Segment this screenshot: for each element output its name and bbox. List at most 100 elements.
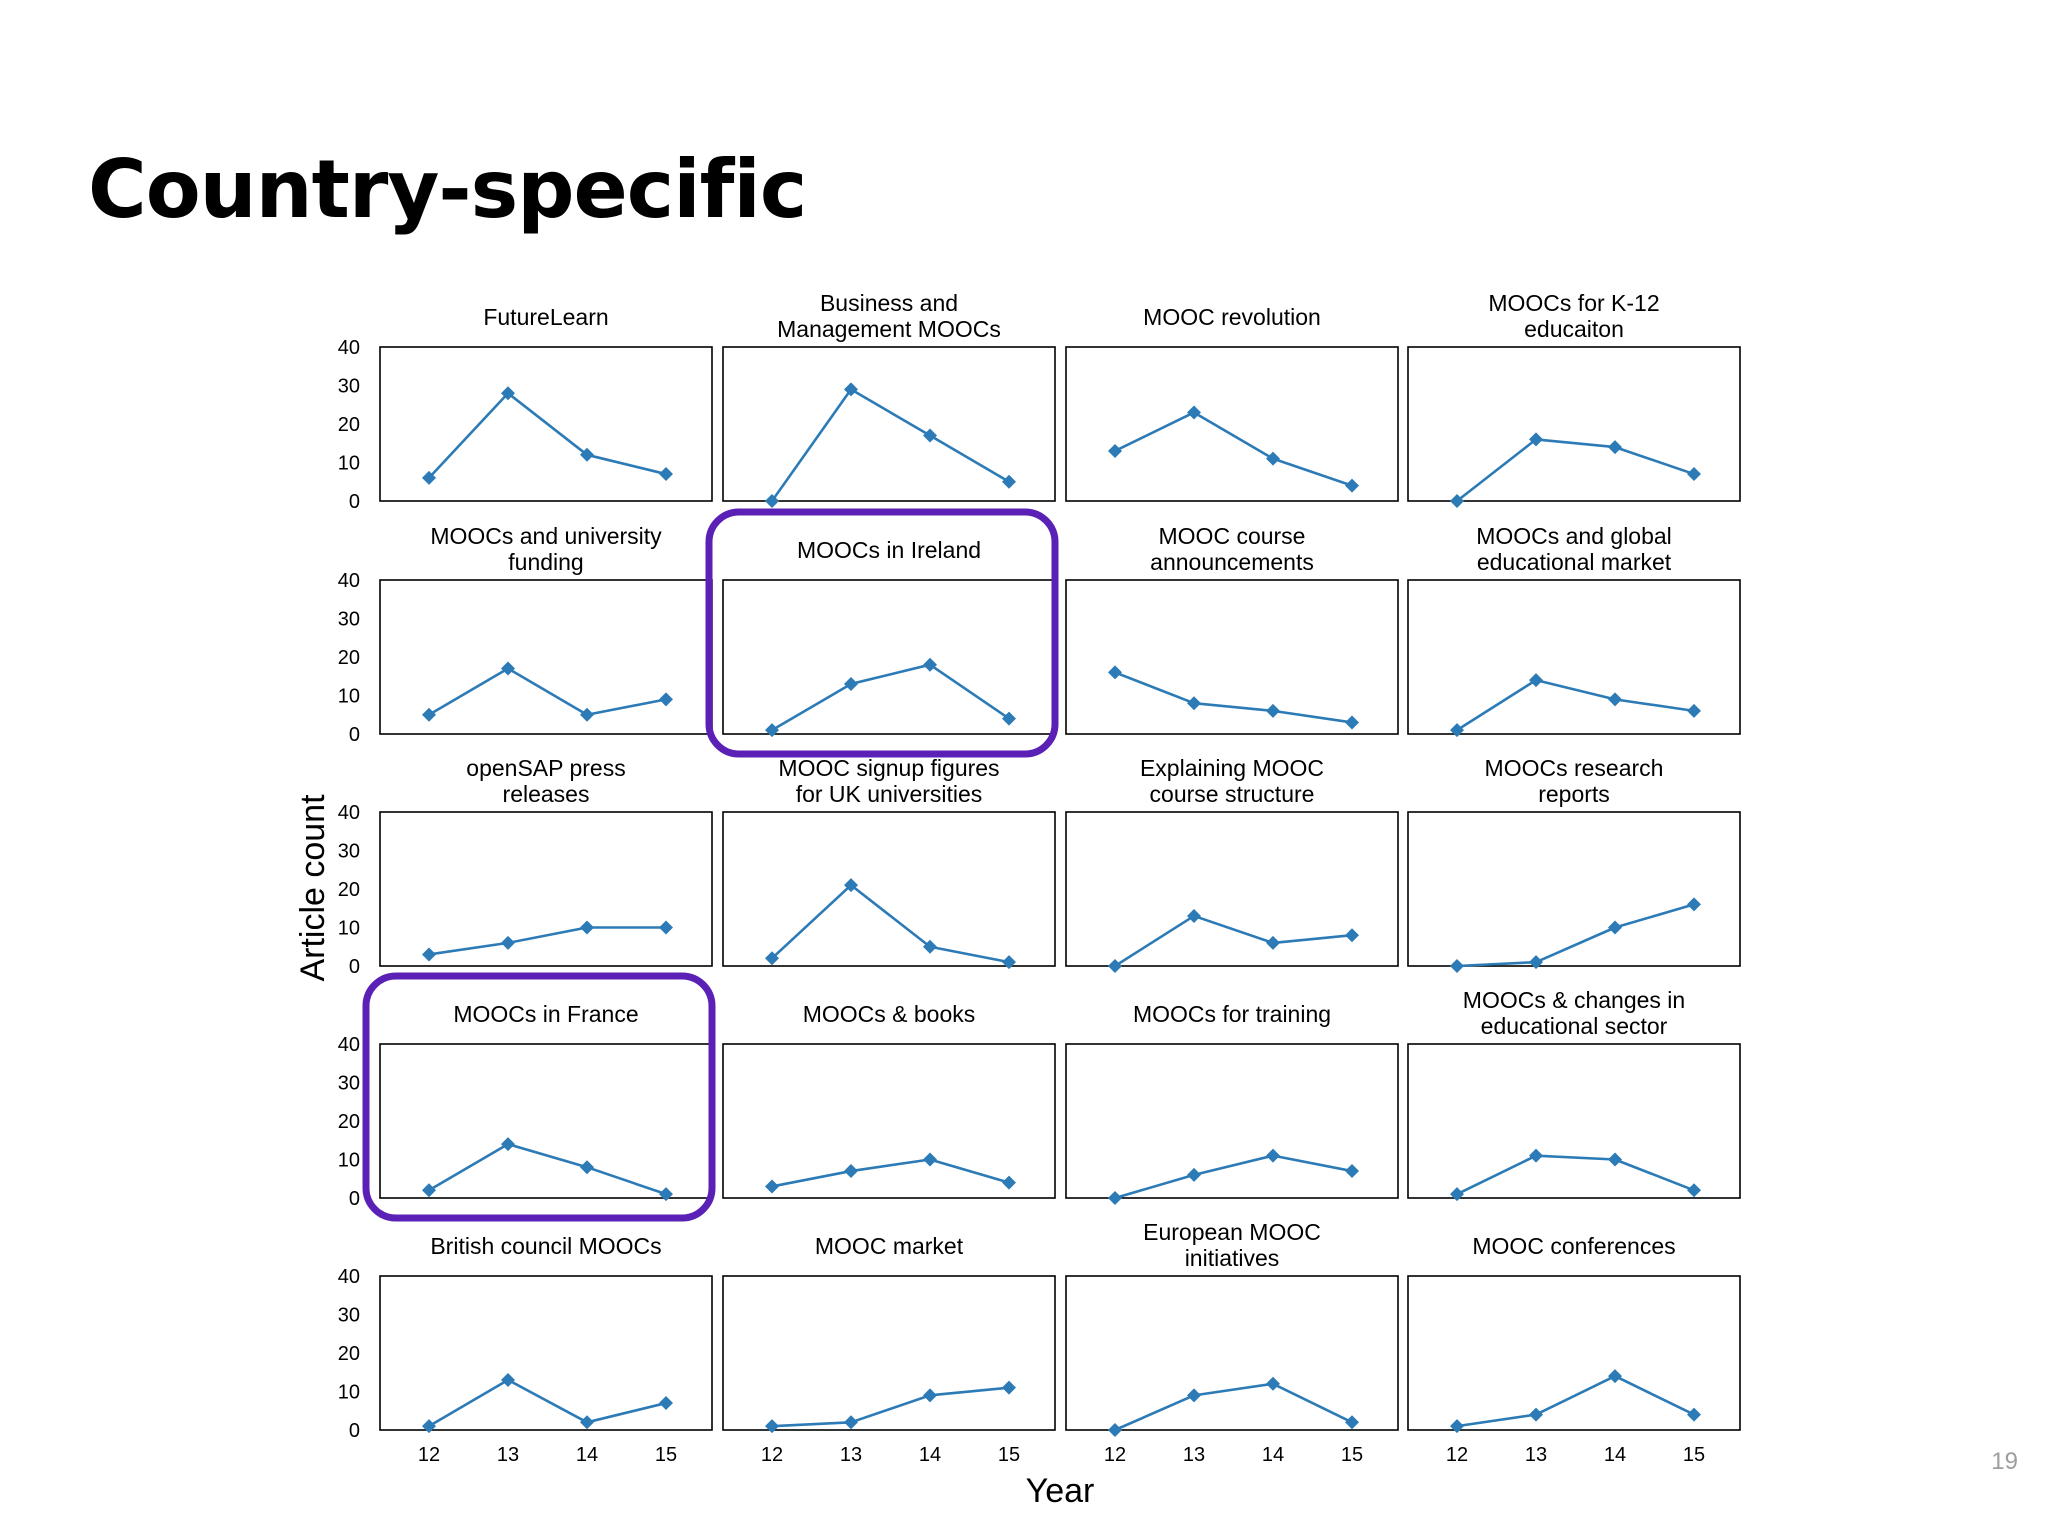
panel-title: MOOC signup figures — [778, 755, 999, 781]
data-point — [1266, 1376, 1280, 1391]
data-point — [1529, 432, 1543, 447]
series-line — [1114, 671, 1353, 724]
data-point — [1266, 451, 1280, 466]
data-point — [1450, 494, 1464, 508]
data-point — [580, 1415, 594, 1430]
panel-title: MOOCs for training — [1133, 1001, 1331, 1027]
y-tick-label: 10 — [338, 1382, 360, 1404]
x-tick-label: 12 — [418, 1444, 440, 1466]
panel-title: reports — [1538, 781, 1610, 807]
panel-frame — [1065, 1043, 1399, 1199]
y-tick-label: 10 — [338, 453, 360, 475]
data-point — [1450, 723, 1464, 738]
y-tick-label: 0 — [349, 1420, 360, 1442]
data-point — [923, 657, 937, 672]
data-point — [1450, 959, 1464, 973]
series-line — [771, 1386, 1010, 1428]
series-line — [1456, 678, 1695, 732]
data-point — [844, 676, 858, 691]
series-line — [1456, 903, 1695, 968]
data-point — [1108, 1423, 1122, 1437]
data-point — [422, 1183, 436, 1198]
data-point — [1608, 1152, 1622, 1167]
panel-frame — [722, 579, 1056, 735]
panel-frame — [722, 1043, 1056, 1199]
y-tick-label: 30 — [338, 1073, 360, 1095]
panel-title: educaiton — [1524, 316, 1624, 342]
data-point — [580, 1160, 594, 1175]
y-tick-label: 20 — [338, 647, 360, 669]
y-tick-label: 10 — [338, 918, 360, 940]
x-tick-label: 13 — [497, 1444, 519, 1466]
data-point — [1687, 467, 1701, 482]
data-point — [1266, 703, 1280, 718]
x-tick-label: 15 — [655, 1444, 677, 1466]
data-point — [501, 1372, 515, 1387]
y-tick-label: 10 — [338, 686, 360, 708]
data-point — [1187, 1388, 1201, 1403]
y-tick-label: 0 — [349, 1188, 360, 1210]
y-tick-label: 20 — [338, 1343, 360, 1365]
data-point — [844, 382, 858, 397]
panel-frame — [1407, 346, 1741, 502]
x-tick-label: 13 — [840, 1444, 862, 1466]
data-point — [1187, 1167, 1201, 1182]
panel-title: MOOCs for K-12 — [1488, 290, 1659, 316]
panel-frame — [379, 579, 713, 735]
data-point — [1529, 955, 1543, 970]
data-point — [1187, 908, 1201, 923]
data-point — [844, 1164, 858, 1179]
series-line — [1114, 1382, 1353, 1432]
data-point — [1266, 1148, 1280, 1163]
data-point — [923, 1152, 937, 1167]
panel-title: openSAP press — [466, 755, 625, 781]
x-tick-label: 12 — [761, 1444, 783, 1466]
panel-frame — [1065, 346, 1399, 502]
data-point — [765, 951, 779, 966]
data-point — [659, 467, 673, 482]
panel-frame — [379, 1043, 713, 1199]
panel-title: MOOCs in Ireland — [797, 537, 981, 563]
data-point — [580, 447, 594, 462]
data-point — [422, 470, 436, 485]
data-point — [1608, 1369, 1622, 1384]
data-point — [659, 1187, 673, 1202]
data-point — [1529, 1148, 1543, 1163]
panel-title: funding — [508, 549, 583, 575]
panel-frame — [722, 811, 1056, 967]
page-number: 19 — [1991, 1448, 2018, 1475]
data-point — [1345, 478, 1359, 493]
data-point — [844, 878, 858, 893]
slide-title: Country-specific — [88, 143, 807, 236]
panel-title: initiatives — [1185, 1245, 1280, 1271]
data-point — [1529, 1407, 1543, 1422]
series-line — [1114, 914, 1353, 968]
panel-frame — [722, 346, 1056, 502]
y-tick-label: 0 — [349, 956, 360, 978]
data-point — [1608, 440, 1622, 455]
series-line — [428, 1142, 667, 1196]
y-tick-label: 40 — [338, 1266, 360, 1288]
data-point — [501, 1137, 515, 1152]
data-point — [1108, 665, 1122, 680]
panel-title: MOOC market — [815, 1233, 964, 1259]
x-tick-label: 14 — [576, 1444, 598, 1466]
panel-frame — [1407, 811, 1741, 967]
y-tick-label: 30 — [338, 376, 360, 398]
x-tick-label: 15 — [998, 1444, 1020, 1466]
data-point — [923, 428, 937, 443]
data-point — [765, 723, 779, 738]
y-tick-label: 30 — [338, 1305, 360, 1327]
data-point — [765, 1179, 779, 1194]
panel-title: MOOCs & books — [803, 1001, 976, 1027]
panel-title: releases — [503, 781, 590, 807]
y-tick-label: 40 — [338, 1034, 360, 1056]
x-axis-title: Year — [1026, 1472, 1095, 1510]
data-point — [1002, 955, 1016, 970]
data-point — [1687, 1407, 1701, 1422]
data-point — [1187, 696, 1201, 711]
series-line — [770, 388, 1010, 502]
series-line — [1456, 1154, 1695, 1196]
data-point — [659, 692, 673, 707]
series-line — [771, 883, 1010, 964]
